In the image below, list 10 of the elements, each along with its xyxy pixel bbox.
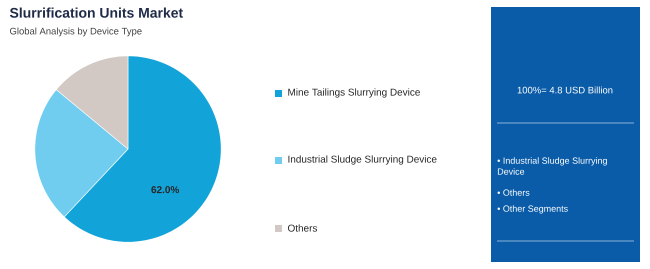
data-label: 62.0% <box>151 186 180 194</box>
text: • Others <box>498 189 530 196</box>
legend-label: Others <box>288 224 318 232</box>
text: 100%= 4.8 USD Billion <box>518 86 612 94</box>
text: • Other Segments <box>498 205 568 214</box>
chart-title: Slurrification Units Market <box>10 8 183 18</box>
text: • Industrial Sludge Slurrying Device <box>498 157 607 175</box>
chart-subtitle: Global Analysis by Device Type <box>10 28 142 36</box>
legend-label: Industrial Sludge Slurrying Device <box>288 155 437 165</box>
legend-label: Mine Tailings Slurrying Device <box>288 88 420 98</box>
